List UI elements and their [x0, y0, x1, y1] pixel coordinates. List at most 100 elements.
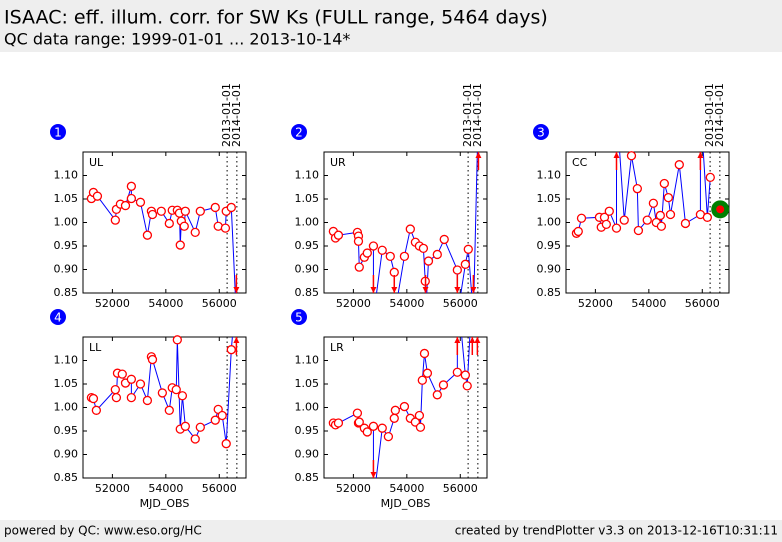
- marker: [195, 206, 205, 216]
- marker: [414, 410, 425, 421]
- date-label: 2013-01-01: [220, 83, 233, 147]
- marker: [147, 354, 158, 365]
- y-tick-label: 0.85: [295, 286, 320, 299]
- current-value-core: [716, 205, 725, 214]
- y-tick-label: 0.95: [54, 424, 79, 437]
- panel-badge: [50, 124, 66, 140]
- title: ISAAC: eff. illum. corr. for SW Ks (FULL…: [4, 7, 548, 29]
- marker: [680, 218, 691, 229]
- marker: [417, 375, 427, 385]
- y-tick-label: 0.90: [537, 263, 562, 276]
- y-tick-label: 0.95: [295, 424, 320, 437]
- marker: [576, 213, 587, 223]
- marker: [604, 206, 614, 216]
- panel-badge: [291, 309, 307, 325]
- marker: [354, 417, 364, 427]
- marker: [156, 206, 166, 216]
- panel-number: 3: [537, 126, 545, 140]
- y-tick-label: 1.05: [537, 192, 562, 205]
- marker: [419, 348, 430, 359]
- out-of-range-arrow: [613, 152, 620, 170]
- panel: 3 CC 0.85 0.90 0.95 1.00 1.05 1.10 52000 54000 560…: [533, 83, 730, 310]
- marker: [368, 241, 379, 251]
- arrow-head: [454, 287, 461, 293]
- out-of-range-arrow: [370, 460, 377, 478]
- marker: [126, 374, 137, 384]
- marker: [399, 401, 410, 412]
- marker: [415, 422, 426, 432]
- panel-badge: [533, 124, 549, 140]
- x-tick-label: 56000: [202, 297, 237, 310]
- y-tick-label: 0.85: [537, 286, 562, 299]
- x-axis-label: MJD_OBS: [381, 497, 431, 510]
- panel-number: 5: [295, 311, 303, 325]
- x-tick-label: 52000: [578, 297, 613, 310]
- out-of-range-arrow: [370, 275, 377, 293]
- marker: [663, 192, 673, 203]
- marker: [705, 172, 715, 183]
- marker: [91, 405, 102, 415]
- out-of-range-arrow: [454, 337, 461, 355]
- marker: [432, 249, 442, 260]
- footer-right: created by trendPlotter v3.3 on 2013-12-…: [455, 524, 778, 538]
- marker: [452, 265, 462, 275]
- panel: 1 UL 0.85 0.90 0.95 1.00 1.05 1.10 52000 54000 560…: [50, 83, 247, 310]
- marker: [126, 193, 137, 204]
- out-of-range-arrow: [469, 337, 476, 355]
- x-tick-label: 54000: [148, 482, 183, 495]
- out-of-range-arrow: [233, 275, 240, 293]
- arrow-head: [391, 287, 398, 293]
- panel-number: 4: [54, 311, 62, 325]
- marker: [135, 379, 146, 389]
- date-label: 2013-01-01: [703, 83, 716, 147]
- x-tick-label: 56000: [443, 297, 478, 310]
- marker: [111, 392, 122, 403]
- marker: [142, 395, 153, 406]
- marker: [175, 240, 185, 250]
- marker: [210, 415, 220, 425]
- arrow-head: [233, 337, 240, 343]
- panel-badge: [291, 124, 307, 140]
- arrow-head: [370, 287, 377, 293]
- marker: [88, 393, 99, 404]
- marker: [460, 259, 471, 269]
- out-of-range-arrow: [697, 152, 704, 170]
- marker: [190, 227, 200, 238]
- marker: [626, 151, 637, 161]
- x-tick-label: 52000: [336, 482, 371, 495]
- panel: 2 UR 0.85 0.90 0.95 1.00 1.05 1.10 52000 54000 560…: [291, 83, 488, 310]
- marker: [117, 369, 127, 379]
- marker: [221, 439, 231, 449]
- marker: [368, 421, 379, 431]
- marker: [142, 230, 153, 240]
- subtitle: QC data range: 1999-01-01 ... 2013-10-14…: [4, 30, 350, 49]
- marker: [648, 198, 659, 208]
- y-tick-label: 1.05: [295, 377, 320, 390]
- marker: [190, 434, 200, 444]
- footer-band: [0, 520, 782, 542]
- marker: [217, 410, 227, 421]
- date-label: 2013-01-01: [461, 83, 474, 147]
- marker: [385, 251, 395, 261]
- arrow-head: [613, 152, 620, 158]
- header-band: [0, 0, 782, 52]
- marker: [423, 256, 434, 266]
- marker: [180, 206, 190, 216]
- marker: [354, 262, 364, 272]
- marker: [164, 218, 174, 229]
- marker: [659, 178, 669, 189]
- marker: [352, 408, 363, 418]
- marker: [399, 251, 410, 261]
- marker: [110, 384, 120, 395]
- x-tick-label: 56000: [202, 482, 237, 495]
- arrow-head: [469, 337, 476, 343]
- date-label: 2014-01-01: [713, 83, 726, 147]
- marker: [619, 215, 629, 225]
- out-of-range-arrow: [391, 275, 398, 293]
- x-tick-label: 52000: [336, 297, 371, 310]
- marker: [377, 423, 387, 433]
- y-tick-label: 1.10: [295, 169, 320, 182]
- arrow-head: [233, 287, 240, 293]
- y-tick-label: 0.90: [54, 448, 79, 461]
- plot-area: [323, 151, 488, 294]
